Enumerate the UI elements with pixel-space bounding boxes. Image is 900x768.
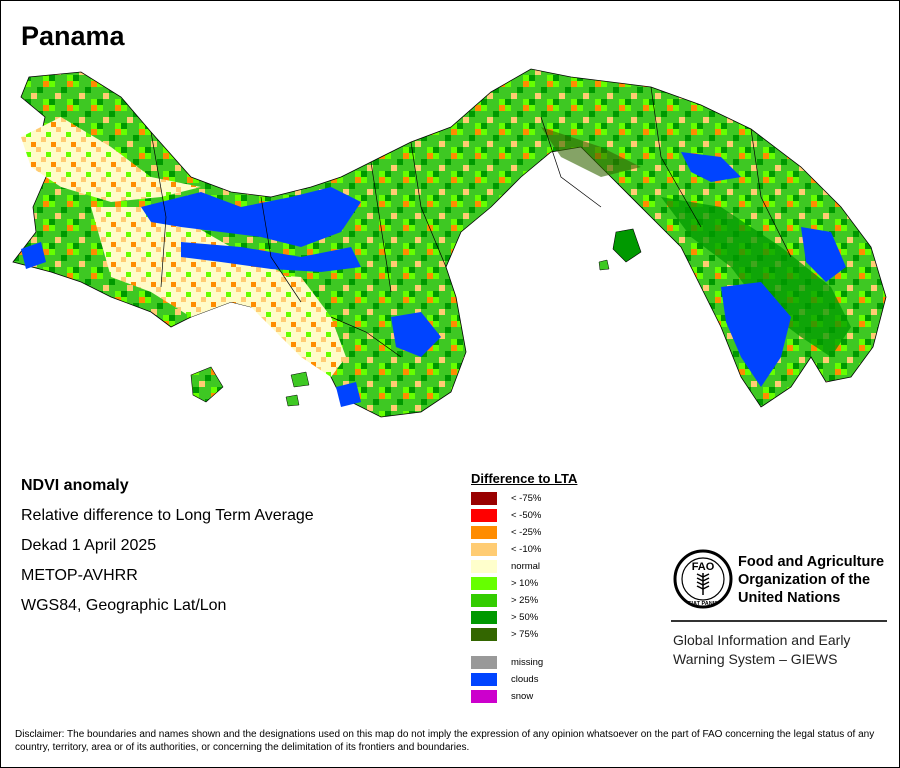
legend-label: > 50% [511,612,539,623]
fao-name-line3: United Nations [738,590,841,606]
small-island-2 [290,371,310,388]
legend-row: > 10% [471,575,577,592]
map-date: Dekad 1 April 2025 [21,537,157,554]
legend-row: < -50% [471,507,577,524]
disclaimer: Disclaimer: The boundaries and names sho… [15,729,875,753]
legend-swatch [471,611,497,624]
legend: Difference to LTA < -75% < -50% < -25% < -1… [471,471,577,705]
legend-label: < -10% [511,544,542,555]
legend-label: normal [511,561,541,572]
small-island-3 [285,394,300,407]
legend-swatch [471,492,497,505]
map-description: Relative difference to Long Term Average [21,507,314,524]
cloud-patch-azuero [391,312,441,357]
legend-swatch [471,526,497,539]
legend-label: missing [511,657,544,668]
fao-name: Food and Agriculture Organization of the… [738,553,884,607]
legend-row: < -75% [471,490,577,507]
cloud-patch-northeast [801,227,846,282]
azuero-dry-region [231,272,346,377]
legend-swatch [471,656,497,669]
coiba-island [190,366,224,403]
legend-row: snow [471,688,577,705]
legend-label: snow [511,691,534,702]
legend-swatch [471,543,497,556]
giews-line1: Global Information and Early [673,632,851,648]
legend-label: < -25% [511,527,542,538]
legend-row: normal [471,558,577,575]
map-title: Panama [21,21,125,51]
legend-row: < -10% [471,541,577,558]
legend-label: < -75% [511,493,542,504]
legend-label: > 25% [511,595,539,606]
legend-swatch [471,577,497,590]
fao-logo-motto: FIAT PANIS [688,601,718,607]
fao-divider [671,620,887,622]
map-info: NDVI anomaly Relative difference to Long… [21,476,314,626]
fao-logo-text: FAO [692,561,715,573]
fao-name-line1: Food and Agriculture [738,554,885,570]
legend-swatch [471,673,497,686]
fao-logo-icon: FAO FIAT PANIS [673,549,733,609]
panama-landmass [12,68,887,418]
giews-line2: Warning System – GIEWS [673,651,838,667]
legend-row: > 25% [471,592,577,609]
legend-swatch [471,690,497,703]
eastern-dense-green [541,127,641,177]
province-boundaries [150,86,792,358]
legend-swatch [471,628,497,641]
legend-label: < -50% [511,510,542,521]
ndvi-map [12,68,887,418]
cloud-patch-south [336,382,361,407]
legend-label: > 10% [511,578,539,589]
legend-row: < -25% [471,524,577,541]
pearl-islands [612,228,642,263]
map-product-title: NDVI anomaly [21,477,129,494]
legend-swatch [471,594,497,607]
legend-row: missing [471,654,577,671]
legend-title: Difference to LTA [471,471,578,486]
darien-high-anomaly [661,197,851,357]
cloud-patch-darien [721,282,791,387]
legend-label: clouds [511,674,539,685]
legend-row: > 50% [471,609,577,626]
legend-row: > 75% [471,626,577,643]
western-dry-region [21,117,201,202]
legend-extra: missing clouds snow [471,654,577,705]
fao-name-line2: Organization of the [738,572,871,588]
legend-label: > 75% [511,629,539,640]
legend-items: < -75% < -50% < -25% < -10% normal > 10% > 25%… [471,490,577,643]
legend-row: clouds [471,671,577,688]
cloud-patch-coast [21,242,46,269]
small-island-1 [598,259,610,271]
legend-swatch [471,560,497,573]
cloud-band-west [141,187,361,247]
map-projection: WGS84, Geographic Lat/Lon [21,597,227,614]
map-sensor: METOP-AVHRR [21,567,138,584]
cloud-patch-east [681,152,741,182]
legend-swatch [471,509,497,522]
giews-name: Global Information and Early Warning Sys… [673,631,850,669]
